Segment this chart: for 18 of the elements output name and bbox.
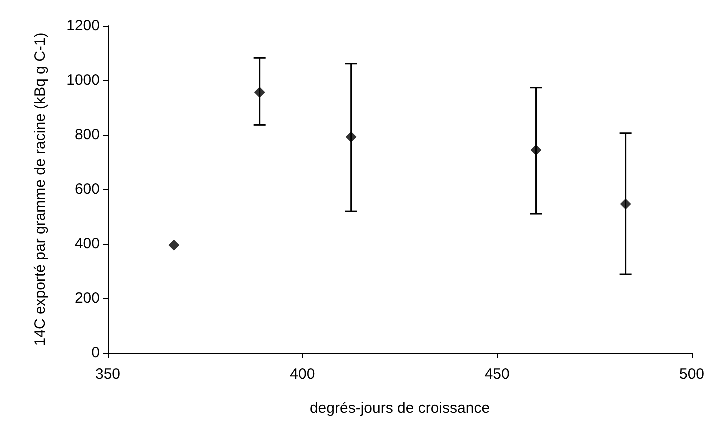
y-tick-label: 600 xyxy=(74,181,100,198)
y-tick-label: 200 xyxy=(74,290,100,307)
x-axis-title: degrés-jours de croissance xyxy=(310,400,490,417)
point xyxy=(168,240,180,251)
x-tick-label: 500 xyxy=(679,366,705,383)
x-tick-label: 400 xyxy=(290,366,316,383)
y-axis-title: 14C exporté par gramme de racine (kBq g C-1) xyxy=(32,32,49,346)
y-tick-label: 800 xyxy=(74,126,100,144)
point xyxy=(530,144,542,156)
y-tick-label: 0 xyxy=(92,344,100,362)
y-tick-label: 1200 xyxy=(66,18,100,34)
point xyxy=(620,198,632,210)
y-tick-label: 1000 xyxy=(66,72,100,89)
x-tick-label: 350 xyxy=(95,366,121,383)
x-tick-label: 450 xyxy=(484,366,510,383)
point xyxy=(346,132,357,143)
point xyxy=(254,86,266,98)
y-tick-label: 400 xyxy=(74,236,100,252)
